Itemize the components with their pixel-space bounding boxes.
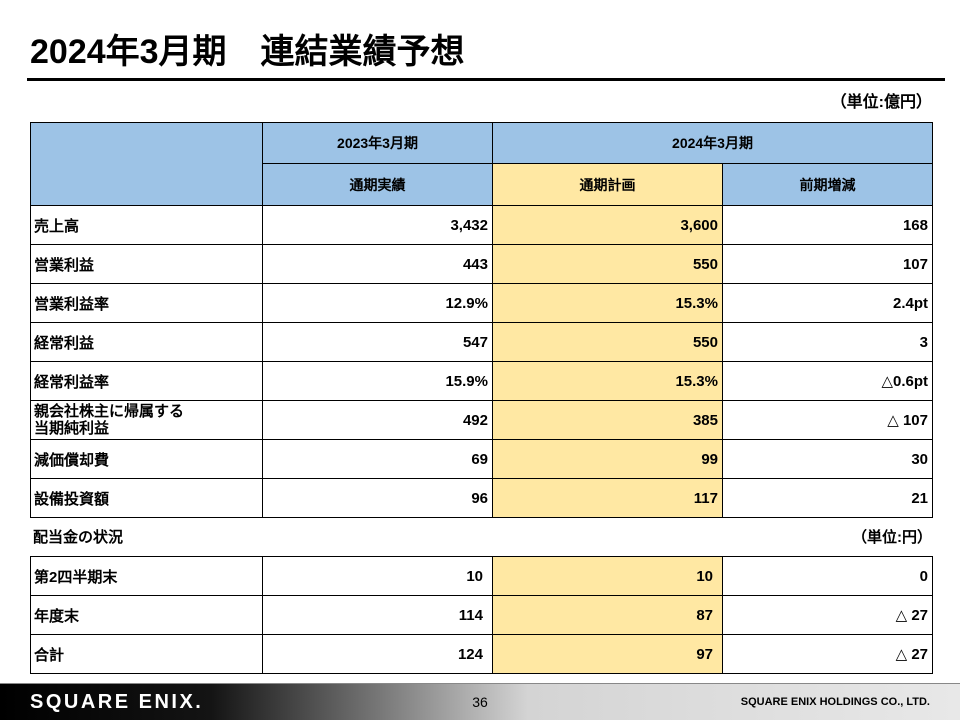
change-value: 168	[722, 205, 933, 245]
plan-value: 10	[492, 556, 723, 596]
row-label: 親会社株主に帰属する 当期純利益	[30, 400, 263, 440]
header-row-columns: 通期実績 通期計画 前期増減	[31, 163, 933, 206]
change-value: 21	[722, 478, 933, 518]
dividend-section-label: 配当金の状況	[33, 529, 124, 546]
header-change: 前期増減	[722, 163, 933, 206]
footer-bar: SQUARE ENIX. 36 SQUARE ENIX HOLDINGS CO.…	[0, 683, 960, 720]
plan-value: 3,600	[492, 205, 723, 245]
row-operating-income: 営業利益 443 550 107	[30, 244, 933, 284]
row-label: 設備投資額	[30, 478, 263, 518]
plan-value: 15.3%	[492, 361, 723, 401]
row-total-dividend: 合計 124 97 △ 27	[30, 634, 933, 674]
header-corner-cell	[30, 122, 263, 206]
row-label: 経常利益	[30, 322, 263, 362]
actual-value: 15.9%	[262, 361, 493, 401]
row-depreciation: 減価償却費 69 99 30	[30, 439, 933, 479]
actual-value: 114	[262, 595, 493, 635]
row-label: 営業利益	[30, 244, 263, 284]
change-value: 30	[722, 439, 933, 479]
page-number: 36	[472, 694, 488, 710]
row-label: 経常利益率	[30, 361, 263, 401]
actual-value: 10	[262, 556, 493, 596]
row-interim-dividend: 第2四半期末 10 10 0	[30, 556, 933, 596]
row-ordinary-income: 経常利益 547 550 3	[30, 322, 933, 362]
title-underline	[27, 78, 945, 81]
actual-value: 492	[262, 400, 493, 440]
change-value: 3	[722, 322, 933, 362]
plan-value: 550	[492, 322, 723, 362]
actual-value: 12.9%	[262, 283, 493, 323]
square-enix-logo: SQUARE ENIX.	[30, 691, 204, 713]
change-value: △ 27	[722, 595, 933, 635]
header-plan: 通期計画	[492, 163, 723, 206]
plan-value: 117	[492, 478, 723, 518]
company-name: SQUARE ENIX HOLDINGS CO., LTD.	[740, 696, 930, 708]
actual-value: 3,432	[262, 205, 493, 245]
change-value: 0	[722, 556, 933, 596]
actual-value: 443	[262, 244, 493, 284]
change-value: 107	[722, 244, 933, 284]
header-current-period: 2024年3月期	[492, 122, 933, 164]
row-net-income-attributable: 親会社株主に帰属する 当期純利益 492 385 △ 107	[30, 400, 933, 440]
actual-value: 547	[262, 322, 493, 362]
page-title: 2024年3月期 連結業績予想	[30, 33, 465, 71]
header-prev-period: 2023年3月期	[262, 122, 493, 164]
row-ordinary-margin: 経常利益率 15.9% 15.3% △0.6pt	[30, 361, 933, 401]
dividend-unit-note: （単位:円）	[852, 529, 932, 546]
dividend-table: 第2四半期末 10 10 0 年度末 114 87 △ 27 合計 124 97…	[30, 556, 933, 674]
plan-value: 550	[492, 244, 723, 284]
row-net-sales: 売上高 3,432 3,600 168	[30, 205, 933, 245]
plan-value: 99	[492, 439, 723, 479]
change-value: △0.6pt	[722, 361, 933, 401]
change-value: △ 107	[722, 400, 933, 440]
row-capex: 設備投資額 96 117 21	[30, 478, 933, 518]
header-row-periods: 2023年3月期 2024年3月期	[30, 122, 933, 206]
plan-value: 87	[492, 595, 723, 635]
results-forecast-table: 2023年3月期 2024年3月期 通期実績 通期計画 前期増減 売上高 3,4…	[30, 122, 933, 518]
row-label: 第2四半期末	[30, 556, 263, 596]
row-label: 減価償却費	[30, 439, 263, 479]
header-actual: 通期実績	[262, 163, 493, 206]
change-value: 2.4pt	[722, 283, 933, 323]
row-year-end-dividend: 年度末 114 87 △ 27	[30, 595, 933, 635]
row-label: 年度末	[30, 595, 263, 635]
plan-value: 97	[492, 634, 723, 674]
row-operating-margin: 営業利益率 12.9% 15.3% 2.4pt	[30, 283, 933, 323]
actual-value: 96	[262, 478, 493, 518]
row-label: 合計	[30, 634, 263, 674]
row-label: 売上高	[30, 205, 263, 245]
plan-value: 385	[492, 400, 723, 440]
actual-value: 124	[262, 634, 493, 674]
plan-value: 15.3%	[492, 283, 723, 323]
actual-value: 69	[262, 439, 493, 479]
row-label: 営業利益率	[30, 283, 263, 323]
change-value: △ 27	[722, 634, 933, 674]
unit-note: （単位:億円）	[830, 94, 932, 111]
